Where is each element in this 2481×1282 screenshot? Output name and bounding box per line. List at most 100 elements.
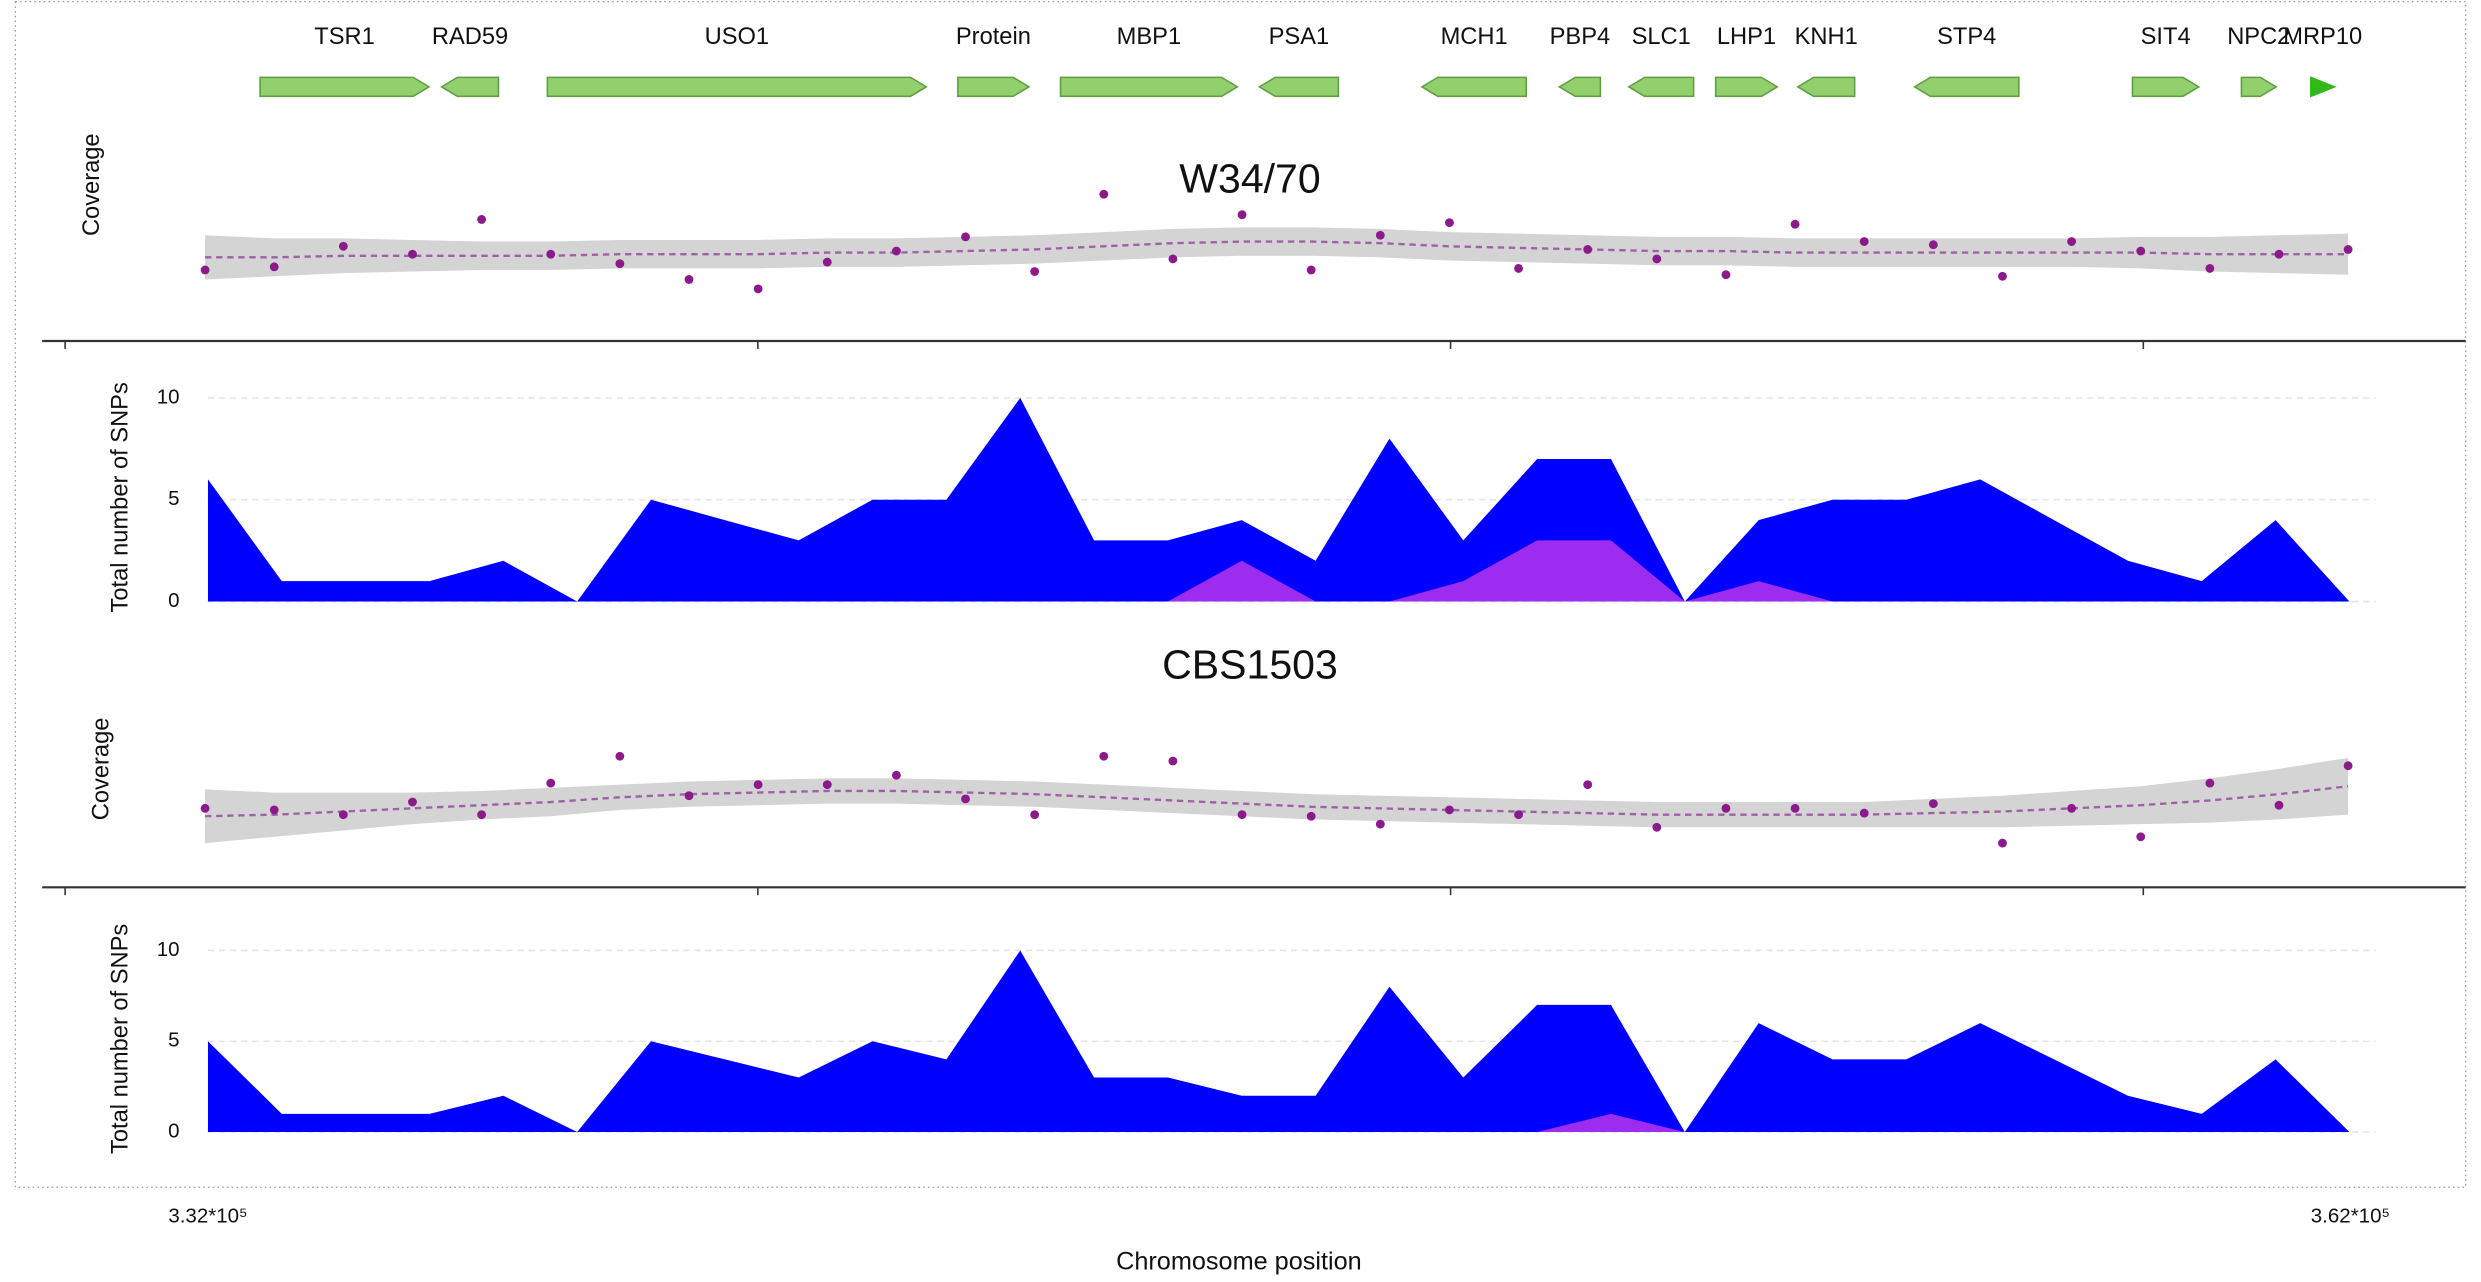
- gene-label: MCH1: [1441, 24, 1508, 50]
- coverage-point: [269, 262, 279, 272]
- coverage-point: [961, 232, 970, 242]
- confidence-band: [205, 757, 2349, 844]
- coverage-point: [1375, 819, 1385, 829]
- gene-label: KNH1: [1795, 24, 1858, 50]
- gene-arrow: [1913, 76, 2020, 98]
- coverage-point: [1445, 805, 1454, 815]
- coverage-point: [1721, 803, 1731, 813]
- gene-arrow: [440, 76, 500, 98]
- coverage-point: [1790, 803, 1800, 813]
- coverage-point: [891, 246, 901, 256]
- gene-label: USO1: [705, 24, 769, 50]
- coverage-point: [1099, 189, 1109, 199]
- coverage-point: [1998, 271, 2007, 281]
- gene-label: NPC2: [2227, 24, 2290, 50]
- fit-line: [205, 785, 2349, 818]
- coverage-point: [2205, 263, 2215, 273]
- gene-label: SLC1: [1632, 24, 1691, 50]
- snp-area: [207, 397, 2350, 602]
- confidence-band: [205, 227, 2349, 280]
- coverage-point: [1583, 780, 1593, 790]
- gene-arrow: [1059, 76, 1239, 98]
- y-axis-label: Total number of SNPs: [107, 924, 133, 1154]
- coverage-point: [1514, 810, 1523, 820]
- gene-label: LHP1: [1717, 24, 1776, 50]
- gene-arrow: [1557, 76, 1602, 98]
- coverage-point: [684, 275, 694, 284]
- gene-label: PSA1: [1269, 24, 1330, 50]
- gene-arrow: [1420, 76, 1527, 98]
- gene-label: Protein: [956, 24, 1031, 50]
- coverage-point: [2136, 832, 2146, 842]
- coverage-point: [200, 803, 210, 813]
- coverage-point: [1237, 810, 1247, 820]
- y-tick-label: 0: [168, 589, 179, 612]
- panel-title: CBS1503: [1162, 642, 1338, 688]
- coverage-point: [1030, 810, 1040, 820]
- x-tick-label: 3.62*10⁵: [2311, 1205, 2390, 1228]
- coverage-point: [1928, 240, 1938, 250]
- coverage-point: [338, 810, 348, 820]
- gene-arrow: [2131, 76, 2201, 98]
- coverage-point: [546, 249, 556, 259]
- snp-area: [207, 540, 2350, 602]
- coverage-point: [1721, 270, 1731, 280]
- y-axis-label: Total number of SNPs: [107, 382, 133, 612]
- gene-arrow: [1627, 76, 1695, 98]
- coverage-point: [1928, 799, 1938, 809]
- coverage-point: [1168, 254, 1178, 264]
- y-tick-label: 10: [157, 938, 180, 961]
- coverage-point: [891, 770, 901, 780]
- coverage-point: [1306, 811, 1316, 821]
- coverage-point: [338, 241, 348, 251]
- coverage-point: [2205, 778, 2215, 788]
- gene-arrow: [2310, 76, 2337, 98]
- coverage-point: [1859, 808, 1869, 818]
- coverage-point: [2067, 803, 2077, 813]
- coverage-point: [408, 797, 417, 807]
- coverage-point: [477, 810, 487, 820]
- gene-arrow: [259, 76, 431, 98]
- coverage-point: [1998, 838, 2007, 848]
- frame: [14, 0, 2467, 1188]
- coverage-point: [1306, 265, 1316, 275]
- gene-arrow: [1796, 76, 1856, 98]
- gene-label: RAD59: [432, 24, 508, 50]
- coverage-point: [1445, 218, 1454, 228]
- gene-arrow: [1257, 76, 1340, 98]
- coverage-point: [2136, 246, 2146, 256]
- coverage-point: [753, 284, 763, 294]
- coverage-point: [1514, 263, 1523, 273]
- coverage-point: [200, 265, 210, 275]
- coverage-point: [1375, 230, 1385, 240]
- coverage-point: [1168, 756, 1178, 766]
- gene-label: MRP10: [2283, 24, 2362, 50]
- y-tick-label: 0: [168, 1119, 179, 1142]
- y-tick-label: 5: [168, 1029, 179, 1052]
- coverage-point: [822, 257, 832, 267]
- gene-arrow: [1714, 76, 1779, 98]
- coverage-point: [1652, 254, 1662, 264]
- coverage-point: [961, 794, 970, 804]
- gene-label: MBP1: [1117, 24, 1181, 50]
- coverage-point: [2343, 761, 2353, 771]
- coverage-point: [408, 249, 417, 259]
- coverage-point: [1859, 237, 1869, 246]
- gene-arrow: [2240, 76, 2278, 98]
- y-axis-label: Coverage: [79, 133, 105, 236]
- coverage-point: [615, 751, 625, 761]
- y-axis-label: Coverage: [88, 718, 114, 821]
- gene-label: TSR1: [314, 24, 375, 50]
- x-tick-label: 3.32*10⁵: [168, 1205, 247, 1228]
- fit-line: [205, 240, 2349, 259]
- x-axis-label: Chromosome position: [1116, 1248, 1362, 1276]
- coverage-point: [1652, 822, 1662, 832]
- gene-arrow: [957, 76, 1031, 98]
- coverage-point: [2067, 237, 2077, 246]
- coverage-point: [546, 778, 556, 788]
- y-tick-label: 10: [157, 385, 180, 408]
- gene-label: PBP4: [1550, 24, 1611, 50]
- snp-area: [207, 950, 2350, 1133]
- gene-arrow: [546, 76, 928, 98]
